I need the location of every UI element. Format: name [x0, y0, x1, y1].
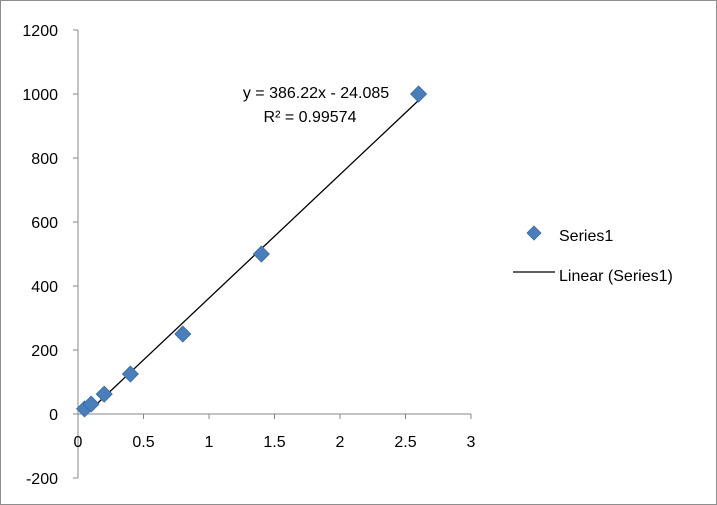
y-tick-label: 1200	[22, 23, 58, 40]
trendline-equation: y = 386.22x - 24.085	[243, 85, 389, 102]
x-tick-label: 1	[205, 434, 214, 451]
trendline-annotation: y = 386.22x - 24.085 R² = 0.99574	[243, 85, 389, 126]
axes	[73, 29, 472, 479]
data-points	[75, 85, 428, 418]
x-tick-label: 0.5	[132, 434, 154, 451]
legend-label-linear: Linear (Series1)	[559, 268, 673, 285]
legend-item-linear: Linear (Series1)	[513, 268, 673, 285]
y-tick-label: -200	[26, 471, 58, 488]
y-tick-label: 800	[31, 151, 58, 168]
data-point-marker	[410, 85, 428, 103]
trendline-layer	[84, 99, 420, 417]
x-tick-label: 2	[336, 434, 345, 451]
data-point-marker	[252, 245, 270, 263]
legend: Series1 Linear (Series1)	[513, 225, 673, 285]
x-tick-label: 2.5	[394, 434, 416, 451]
y-tick-label: 0	[49, 407, 58, 424]
tick-labels: -200 0 200 400 600 800 1000 1200 0 0.5 1 1.5 2 2.5 3	[22, 23, 475, 488]
data-point-marker	[95, 385, 113, 403]
data-point-marker	[121, 365, 139, 383]
linear-trendline	[84, 99, 420, 417]
data-point-marker	[82, 395, 100, 413]
x-tick-label: 3	[467, 434, 476, 451]
y-tick-label: 1000	[22, 87, 58, 104]
legend-label-series1: Series1	[559, 228, 613, 245]
x-tick-label: 0	[74, 434, 83, 451]
y-tick-label: 200	[31, 343, 58, 360]
x-tick-label: 1.5	[263, 434, 285, 451]
trendline-r-squared: R² = 0.99574	[264, 109, 357, 126]
legend-diamond-marker-icon	[526, 225, 542, 241]
data-point-marker	[174, 325, 192, 343]
y-tick-label: 600	[31, 215, 58, 232]
y-tick-label: 400	[31, 279, 58, 296]
legend-item-series1: Series1	[526, 225, 613, 245]
